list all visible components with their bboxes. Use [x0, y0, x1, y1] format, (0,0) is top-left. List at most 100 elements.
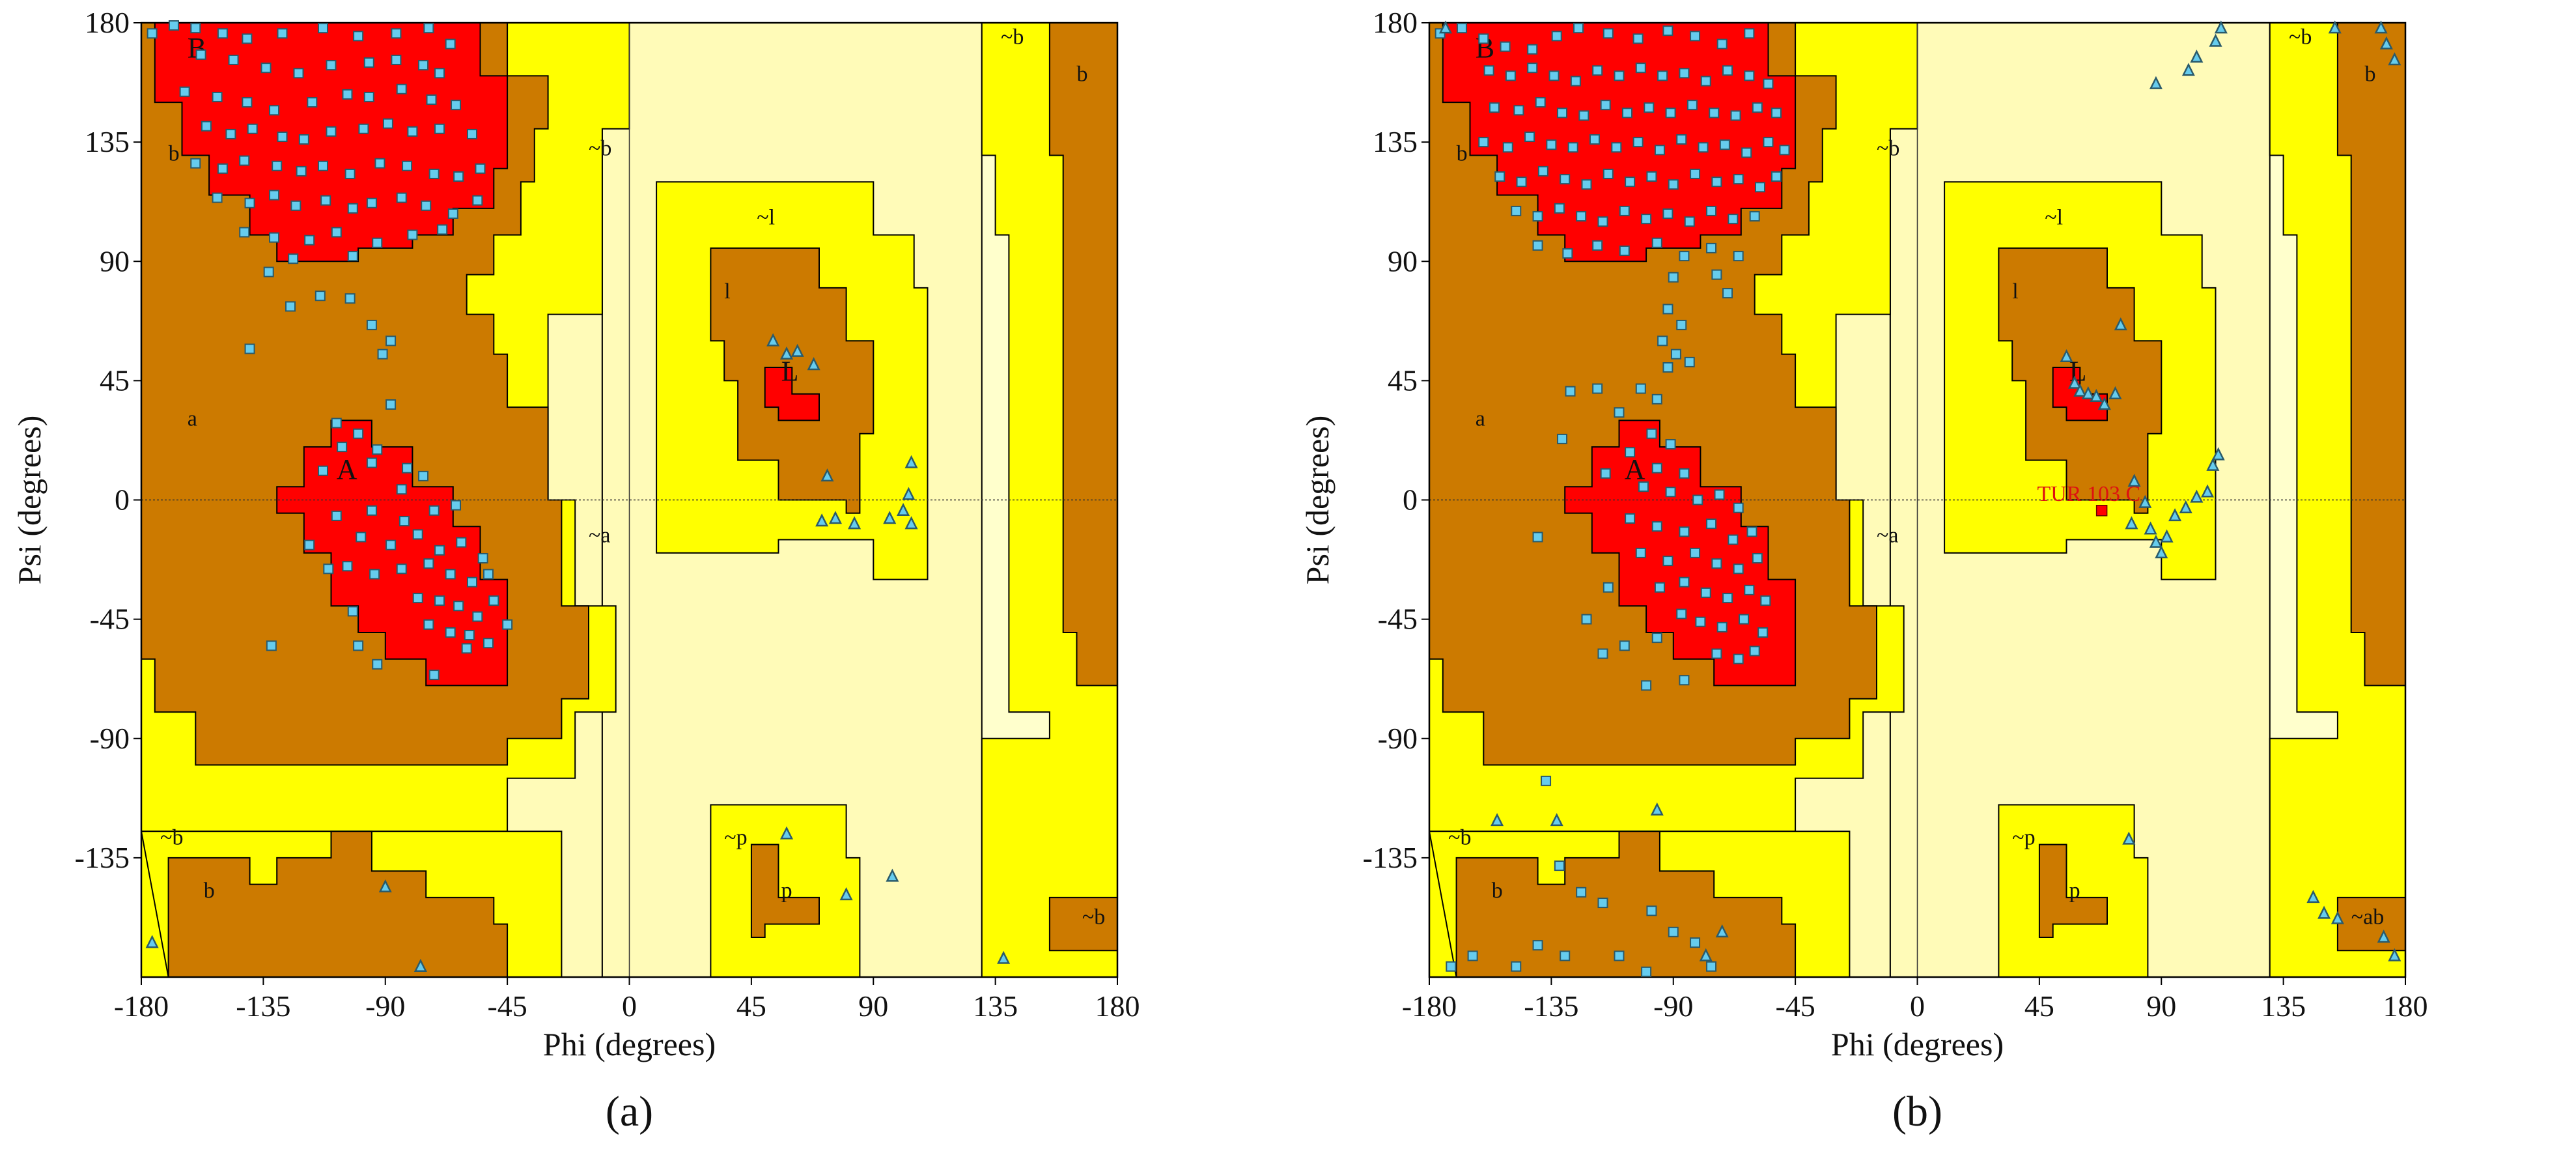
residue-point — [1532, 940, 1543, 951]
residue-point — [1665, 439, 1676, 450]
residue-point — [1739, 614, 1750, 625]
residue-point — [353, 31, 364, 42]
residue-point — [298, 134, 309, 145]
x-tick-label: 0 — [1910, 989, 1925, 1023]
residue-point — [412, 529, 423, 540]
residue-point — [1698, 142, 1709, 153]
glycine-point — [779, 346, 794, 360]
residue-point — [1711, 558, 1722, 569]
glycine-point — [848, 516, 861, 530]
residue-point — [217, 28, 228, 39]
region-label: ~ab — [2351, 905, 2385, 930]
glycine-point — [2149, 76, 2163, 89]
residue-point — [423, 23, 434, 34]
residue-point — [421, 200, 432, 211]
residue-point — [412, 593, 423, 604]
x-tick-label: 90 — [2146, 989, 2176, 1023]
residue-point — [1551, 31, 1562, 42]
residue-point — [385, 539, 397, 550]
residue-point — [1752, 102, 1763, 113]
glycine-point — [2214, 20, 2228, 34]
residue-point — [1662, 25, 1673, 36]
residue-point — [1600, 100, 1611, 111]
residue-point — [1570, 76, 1581, 87]
glycine-point — [2179, 500, 2192, 513]
flagged-residue-point — [2095, 505, 2108, 517]
y-tick-label: 135 — [1373, 125, 1418, 158]
residue-point — [1706, 961, 1717, 972]
residue-point — [1719, 139, 1730, 150]
residue-point — [477, 553, 488, 564]
region-allowed — [2336, 896, 2405, 952]
residue-point — [1581, 614, 1592, 625]
residue-point — [372, 659, 383, 670]
residue-point — [179, 86, 190, 97]
residue-point — [1651, 462, 1662, 474]
residue-point — [423, 619, 434, 630]
residue-point — [1592, 65, 1603, 76]
residue-point — [1500, 41, 1511, 52]
residue-point — [1560, 950, 1571, 961]
residue-point — [407, 229, 418, 240]
residue-point — [1527, 63, 1538, 74]
residue-point — [1711, 177, 1722, 188]
glycine-point — [2306, 890, 2320, 903]
residue-point — [1619, 640, 1630, 651]
residue-point — [372, 444, 383, 455]
x-tick-label: 90 — [858, 989, 888, 1023]
residue-point — [1600, 468, 1611, 479]
residue-point — [1706, 519, 1717, 530]
y-tick-label: -135 — [75, 841, 130, 874]
residue-point — [1635, 383, 1646, 394]
residue-point — [1730, 110, 1741, 121]
residue-point — [1651, 237, 1662, 248]
residue-point — [1676, 608, 1687, 619]
residue-point — [1700, 76, 1711, 87]
residue-point — [445, 38, 456, 50]
residue-point — [304, 234, 315, 246]
residue-point — [1532, 211, 1543, 222]
residue-point — [1603, 28, 1614, 39]
residue-point — [475, 163, 486, 174]
residue-point — [1646, 171, 1657, 182]
residue-point — [317, 160, 328, 171]
x-tick-label: -135 — [236, 989, 290, 1023]
residue-point — [1573, 23, 1584, 34]
residue-point — [377, 348, 388, 360]
residue-point — [1733, 174, 1744, 185]
y-tick-label: 45 — [1388, 363, 1418, 397]
residue-annotation: TUR 103 C — [2037, 482, 2140, 506]
residue-point — [502, 619, 513, 630]
glycine-point — [791, 343, 804, 357]
residue-point — [1679, 526, 1690, 537]
glycine-point — [839, 887, 853, 901]
residue-point — [269, 105, 280, 116]
glycine-point — [2317, 905, 2331, 919]
residue-point — [1690, 31, 1701, 42]
glycine-point — [413, 958, 427, 972]
residue-point — [317, 23, 328, 34]
y-tick-label: 0 — [1403, 483, 1418, 517]
region-label: A — [1625, 453, 1645, 485]
residue-point — [326, 126, 337, 137]
x-axis-title: Phi (degrees) — [1831, 1026, 2004, 1062]
residue-point — [1524, 131, 1535, 142]
residue-point — [1592, 383, 1603, 394]
glycine-point — [2388, 52, 2401, 66]
residue-point — [1546, 139, 1557, 150]
glycine-point — [1438, 20, 1453, 34]
residue-point — [423, 558, 434, 569]
residue-point — [337, 442, 348, 453]
residue-point — [456, 537, 467, 548]
x-tick-label: -180 — [114, 989, 169, 1023]
residue-point — [1728, 534, 1739, 545]
residue-point — [293, 68, 304, 79]
residue-point — [1676, 319, 1687, 330]
residue-point — [307, 97, 318, 108]
glycine-point — [2097, 397, 2111, 410]
residue-point — [385, 399, 397, 410]
glycine-point — [1650, 802, 1664, 816]
region-label: p — [2069, 879, 2080, 903]
